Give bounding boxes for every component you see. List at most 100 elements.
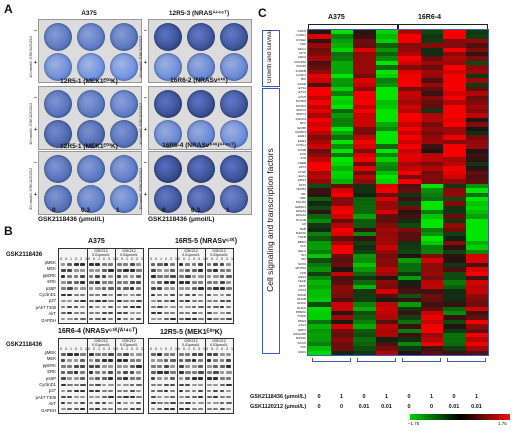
- protein-band: [206, 365, 213, 368]
- culture-well: [77, 90, 105, 118]
- blot-section: GSK212 0.01μmol/L 0 0.1 0.3 1: [177, 249, 206, 323]
- heatmap-cell: [420, 196, 444, 202]
- heatmap-cell: [308, 179, 331, 184]
- gene-label: GADD: [297, 81, 306, 86]
- protein-band: [170, 395, 175, 399]
- protein-band: [226, 353, 231, 356]
- culture-well: [187, 120, 215, 148]
- plus-label: +: [34, 127, 37, 133]
- heatmap-cell: [375, 258, 399, 264]
- heatmap-cell: [465, 267, 489, 272]
- heatmap-cell: [443, 95, 466, 101]
- heatmap-cell: [443, 78, 466, 83]
- heatmap-cell: [375, 328, 399, 334]
- cond-value-gsk1120212: 0: [429, 404, 434, 410]
- protein-band: [219, 269, 225, 272]
- heatmap-cell: [375, 280, 399, 286]
- heatmap-cell: [398, 30, 421, 35]
- protein-band: [88, 305, 93, 309]
- gene-label: IL8: [301, 222, 306, 227]
- protein-band: [198, 359, 204, 362]
- protein-band: [73, 365, 79, 368]
- protein-band: [219, 287, 225, 290]
- heatmap-cell: [420, 109, 444, 114]
- heatmap-cell: [465, 87, 489, 92]
- heatmap-cell: [375, 51, 399, 57]
- protein-band: [123, 293, 128, 296]
- protein-band: [191, 395, 198, 399]
- protein-band: [123, 389, 129, 393]
- heatmap-cell: [375, 179, 399, 184]
- heatmap-cell: [330, 324, 354, 329]
- heatmap-cell: [308, 341, 331, 347]
- heatmap-cell: [443, 192, 466, 198]
- heatmap-cell: [465, 113, 489, 119]
- culture-well: [187, 155, 215, 183]
- protein-band: [60, 389, 65, 393]
- blot-title: 16R5-5 (NRASᴠ⁶¹ᴷ): [175, 238, 238, 245]
- heatmap-cell: [465, 205, 489, 211]
- gene-label: RAB: [299, 226, 306, 231]
- treatment-head: GSK212 0.03μmol/L: [120, 339, 138, 347]
- protein-band: [170, 371, 176, 374]
- heatmap-cell: [398, 284, 421, 290]
- cond-value-gsk2118436: 0: [317, 394, 321, 400]
- heatmap-cell: [308, 232, 331, 237]
- heatmap-cell: [308, 205, 331, 211]
- plate-title: 12R5-1 (MEK1ᴱ⁰³K): [60, 78, 118, 85]
- treatment-head: GSK212 0.03μmol/L: [120, 249, 138, 257]
- protein-band: [80, 287, 86, 290]
- heatmap-cell: [443, 205, 466, 211]
- lane-numbers: 0 0.1 0.3 1: [178, 347, 206, 351]
- gene-label: MYC: [299, 50, 306, 55]
- protein-band: [136, 281, 141, 284]
- protein-band: [67, 383, 73, 386]
- protein-band: [136, 275, 142, 278]
- protein-band: [73, 317, 78, 321]
- culture-well: [44, 53, 72, 81]
- protein-band: [185, 383, 190, 386]
- protein-band: [129, 407, 135, 411]
- heatmap-cell: [465, 56, 489, 62]
- protein-band: [198, 389, 204, 393]
- panel-a-dose-2: 1: [116, 207, 120, 214]
- protein-band: [213, 389, 219, 393]
- heatmap-cell: [353, 333, 376, 338]
- row-group-box-growth: [262, 30, 280, 88]
- gene-label: TEAD: [297, 279, 306, 284]
- heatmap-cell: [330, 109, 354, 114]
- heatmap-cell: [465, 311, 489, 316]
- heatmap-cell: [465, 275, 489, 281]
- heatmap-cell: [443, 319, 466, 325]
- protein-band: [206, 317, 212, 321]
- row-group-signal-label: Cell signaling and transcription factors: [265, 148, 275, 292]
- protein-band: [185, 287, 190, 290]
- heatmap-cell: [353, 73, 376, 79]
- heatmap-cell: [443, 306, 466, 312]
- heatmap-cell: [308, 109, 331, 114]
- gene-label: ATF3: [298, 165, 306, 170]
- heatmap-cell: [420, 38, 444, 44]
- protein-band: [198, 275, 204, 278]
- heatmap-cell: [353, 192, 376, 198]
- culture-plate: [148, 86, 252, 150]
- row-group-growth-label: Growth and survival: [267, 30, 273, 84]
- protein-band: [213, 287, 219, 290]
- heatmap-cell: [398, 262, 421, 268]
- heatmap-cell: [465, 302, 489, 307]
- protein-band: [157, 359, 163, 362]
- protein-band: [170, 407, 176, 411]
- protein-band: [60, 395, 66, 399]
- heatmap-cell: [420, 139, 444, 145]
- protein-band: [185, 377, 191, 380]
- heatmap-cell: [465, 227, 489, 233]
- heatmap-cell: [420, 43, 444, 48]
- heatmap-cell: [398, 333, 421, 338]
- heatmap-cell: [330, 192, 354, 198]
- protein-band: [60, 353, 66, 356]
- heatmap-cell: [375, 253, 399, 259]
- protein-band: [88, 389, 95, 393]
- heatmap-cell: [465, 218, 489, 224]
- gene-label: EPHA2: [296, 209, 306, 214]
- protein-band: [88, 293, 95, 296]
